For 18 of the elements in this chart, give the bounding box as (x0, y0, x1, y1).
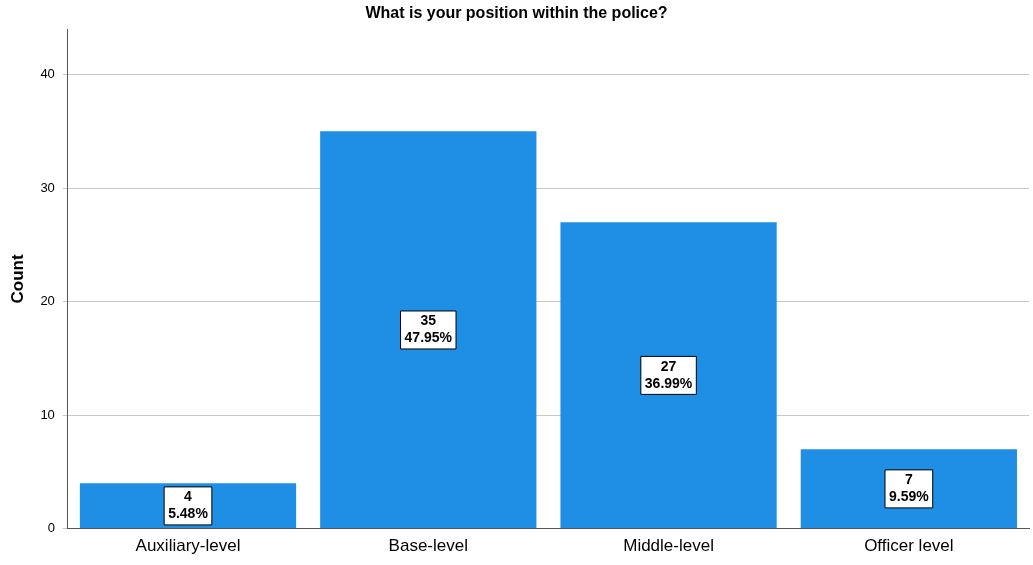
bar (560, 222, 777, 529)
y-tick-label: 20 (40, 293, 55, 309)
x-tick-label: Auxiliary-level (135, 536, 241, 556)
chart-title: What is your position within the police? (365, 4, 668, 22)
y-tick-label: 40 (40, 66, 55, 82)
y-axis-title: Count (7, 254, 27, 304)
y-tick-label: 30 (40, 179, 55, 195)
y-tick-label: 10 (40, 406, 55, 422)
data-label: 27 36.99% (644, 357, 693, 391)
data-label: 7 9.59% (889, 471, 930, 505)
bar (800, 449, 1017, 529)
data-label: 35 47.95% (404, 312, 453, 346)
x-tick-label: Officer level (864, 536, 954, 556)
bar (320, 131, 537, 529)
y-tick-label: 0 (47, 520, 55, 536)
x-tick-label: Base-level (388, 536, 468, 556)
x-tick-label: Middle-level (623, 536, 714, 556)
data-label: 4 5.48% (168, 488, 209, 522)
